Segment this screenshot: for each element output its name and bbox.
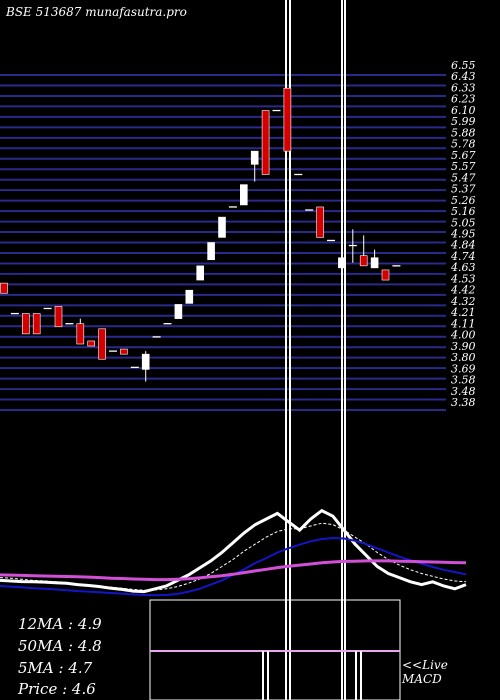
live-macd-link[interactable]: <<Live MACD — [402, 658, 448, 686]
candle-body — [218, 216, 226, 238]
candle-body — [87, 340, 95, 347]
candle-body — [250, 150, 259, 165]
price-tick-label: 4.42 — [450, 284, 476, 297]
price-tick-label: 6.10 — [451, 104, 476, 117]
candle-body — [54, 306, 63, 328]
price-tick-label: 3.48 — [451, 385, 476, 398]
candle-body — [98, 328, 106, 360]
price-tick-label: 6.33 — [451, 81, 476, 94]
macd-label: MACD — [402, 672, 442, 686]
candle-body — [120, 348, 128, 355]
price-tick-label: 4.53 — [450, 272, 476, 285]
candle-body — [207, 242, 215, 261]
price-tick-label: 5.16 — [451, 205, 476, 218]
candle-body — [240, 184, 248, 206]
candle-body — [381, 269, 390, 281]
price-tick-label: 4.95 — [450, 228, 476, 241]
price-tick-label: 4.74 — [450, 250, 476, 263]
price-tick-label: 4.11 — [450, 317, 476, 330]
price-tick-label: 6.55 — [451, 59, 476, 72]
price-tick-label: 5.37 — [451, 183, 476, 196]
price-tick-label: 5.88 — [451, 126, 476, 139]
price-tick-label: 6.43 — [451, 70, 476, 83]
candle-body — [0, 282, 8, 294]
candle-body — [32, 313, 41, 335]
macd-line — [0, 508, 467, 594]
candle-body — [174, 304, 183, 319]
price-tick-label: 4.21 — [450, 306, 476, 319]
ma12-label: 12MA : 4.9 — [18, 615, 102, 633]
price-tick-label: 6.23 — [451, 93, 476, 106]
live-label[interactable]: <<Live — [402, 658, 448, 672]
price-tick-label: 5.99 — [451, 115, 476, 128]
macd-signal-line — [0, 522, 467, 591]
macd-ma-line — [0, 559, 467, 582]
price-tick-label: 3.38 — [451, 396, 476, 409]
price-tick-label: 5.67 — [451, 149, 476, 162]
candle-body — [21, 313, 30, 335]
price-tick-label: 3.90 — [451, 340, 476, 353]
price-tick-label: 3.80 — [451, 351, 476, 364]
macd-slow-line — [0, 536, 467, 597]
price-tick-label: 4.00 — [450, 329, 476, 342]
candle-body — [338, 257, 346, 269]
candle-body — [185, 289, 194, 304]
candle-body — [283, 87, 292, 152]
price-tick-label: 5.57 — [451, 160, 476, 173]
price-label: Price : 4.6 — [18, 680, 96, 698]
price-tick-label: 3.58 — [451, 374, 476, 387]
price-tick-label: 4.63 — [450, 261, 476, 274]
chart-title: BSE 513687 munafasutra.pro — [6, 5, 187, 19]
candle-body — [76, 323, 85, 345]
candle-body — [359, 255, 368, 267]
candle-body — [141, 353, 150, 370]
ma5-label: 5MA : 4.7 — [18, 659, 93, 677]
price-tick-label: 3.69 — [451, 362, 476, 375]
candle-body — [196, 265, 204, 281]
ma50-label: 50MA : 4.8 — [18, 637, 102, 655]
price-tick-label: 4.84 — [450, 239, 476, 252]
price-tick-label: 4.32 — [450, 295, 476, 308]
price-tick-label: 5.47 — [451, 171, 476, 184]
price-tick-label: 5.78 — [451, 138, 476, 151]
candle-body — [316, 206, 324, 238]
candle-body — [370, 257, 379, 269]
price-tick-label: 5.05 — [451, 216, 476, 229]
candle-body — [261, 110, 270, 175]
price-tick-label: 5.26 — [451, 194, 476, 207]
